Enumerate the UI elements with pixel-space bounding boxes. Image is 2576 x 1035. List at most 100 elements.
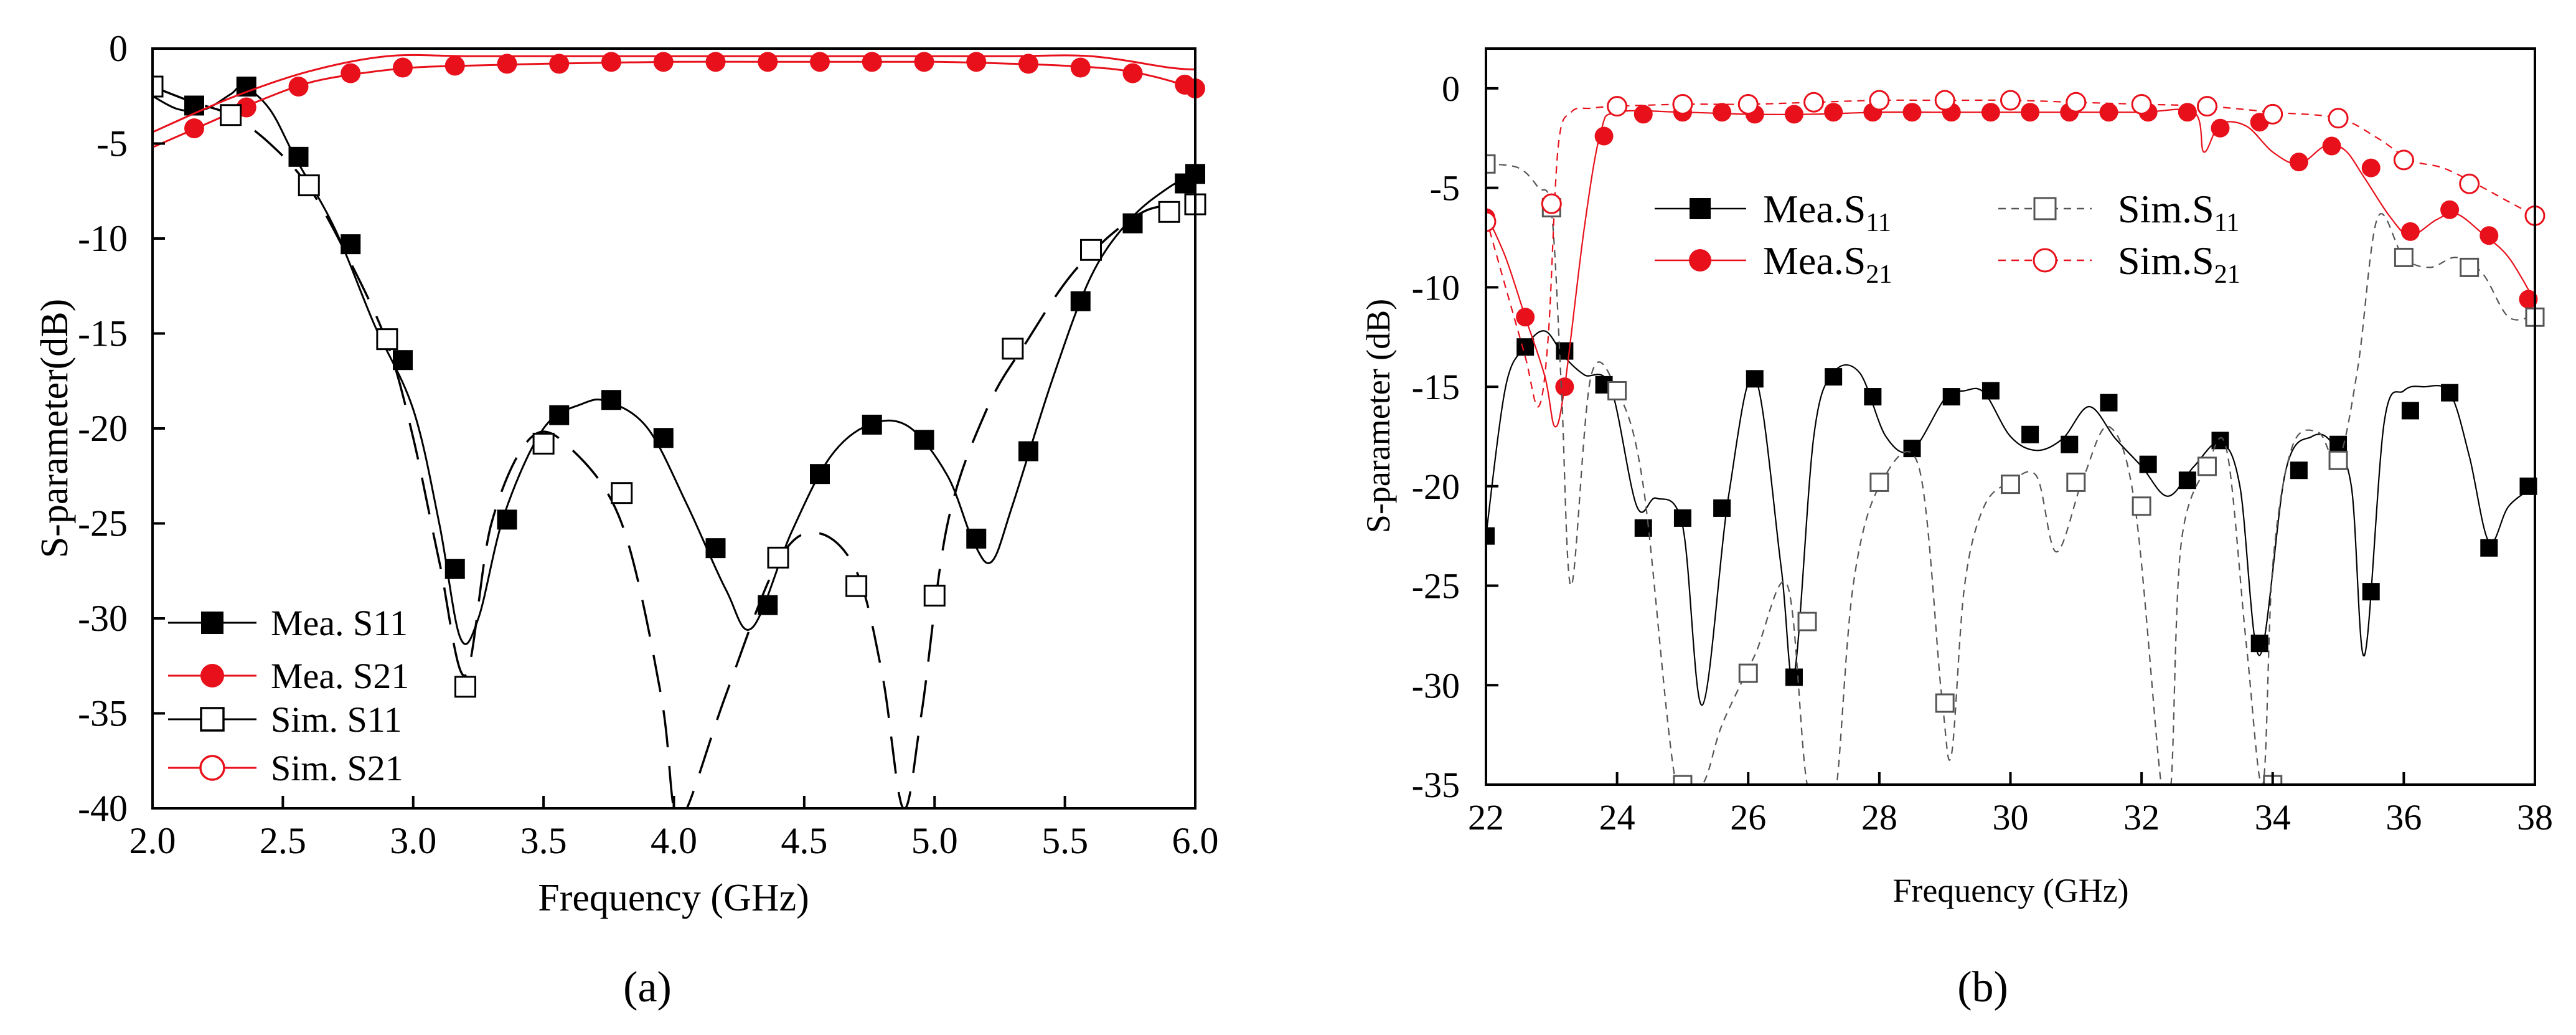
x-tick-label: 2.0 <box>129 820 176 861</box>
panel-b-mea-s21-markers-point <box>2480 226 2499 245</box>
legend-label-mea-s11-b: Mea.S11 <box>1763 187 1891 237</box>
panel-b-mea-s21-markers-point <box>2400 222 2420 241</box>
panel-b-sim-s11-markers-point <box>1935 693 1955 713</box>
legend-entry-mea-s21-b: Mea.S21 <box>1655 239 1892 289</box>
legend-label-mea-s21-b: Mea.S21 <box>1763 239 1892 289</box>
panel-b-sim-s11-markers-point <box>1797 612 1817 631</box>
panel-a-sim-s11-markers-point <box>220 104 242 126</box>
panel-b-mea-s21-markers-point <box>2519 290 2538 309</box>
legend-entry-sim-s11-b: Sim.S11 <box>1998 187 2239 237</box>
panel-a-sim-s11-markers-point <box>298 174 320 197</box>
panel-b-mea-s21-markers-point <box>1981 103 2000 122</box>
panel-b-mea-s21-markers-point <box>1824 103 1843 122</box>
panel-b-mea-s21-markers-point <box>1713 103 1732 122</box>
panel-a-mea-s11-markers-point <box>1018 441 1038 461</box>
legend-label-sim-s21-b: Sim.S21 <box>2118 239 2240 289</box>
y-tick-label: -35 <box>78 693 128 734</box>
x-tick-label: 38 <box>2517 797 2553 838</box>
panel-b-legend: Mea.S11 Mea.S21 Sim.S11 Sim.S21 <box>1655 187 2240 289</box>
panel-b-mea-s11-markers-point <box>1556 342 1574 360</box>
panel-a-mea-s21-markers-point <box>914 52 934 72</box>
panel-a-mea-s21-markers-point <box>705 52 726 72</box>
panel-a-mea-s21-markers-point <box>758 52 778 72</box>
chart-panel-b: 22 24 26 28 30 32 34 36 380-5-10-15-20-25-30-35 … <box>1360 47 2553 1011</box>
panel-b-mea-s21-markers-point <box>1555 377 1574 397</box>
panel-a-sim-s11-markers-point <box>532 432 555 455</box>
panel-b-mea-s11-markers-point <box>1785 668 1803 686</box>
panel-b-mea-s11-markers-point <box>1673 509 1691 527</box>
panel-a-mea-s11-markers-point <box>288 146 309 167</box>
panel-a-mea-s21-markers-point <box>393 57 413 78</box>
panel-b-sim-s21-markers-point <box>2196 96 2217 117</box>
panel-a-mea-s11-markers-point <box>1122 213 1143 234</box>
panel-b-plot-area <box>1486 90 2545 785</box>
panel-a-sim-s11-markers-point <box>1002 338 1024 360</box>
panel-b-mea-s21-markers-point <box>2361 158 2381 177</box>
panel-b-mea-s11-markers-point <box>2441 384 2459 402</box>
legend-entry-mea-s11: Mea. S11 <box>168 603 408 643</box>
panel-b-caption: (b) <box>1957 963 2008 1011</box>
legend-entry-mea-s21: Mea. S21 <box>168 656 409 696</box>
panel-b-mea-s11-markers-point <box>2139 455 2157 473</box>
x-tick-label: 5.5 <box>1041 820 1088 861</box>
panel-a-sim-s11-markers-point <box>153 75 164 98</box>
panel-a-sim-s11-markers-point <box>376 328 398 351</box>
y-tick-label: -15 <box>78 313 128 354</box>
panel-b-sim-s11-markers-point <box>2328 450 2348 470</box>
y-tick-label: -25 <box>1412 566 1460 607</box>
legend-marker-sim-s21 <box>199 755 225 781</box>
x-tick-label: 24 <box>1599 797 1635 838</box>
panel-b-mea-s11-markers-point <box>2480 539 2498 557</box>
legend-entry-mea-s11-b: Mea.S11 <box>1655 187 1891 237</box>
panel-a-xlabel: Frequency (GHz) <box>538 877 809 919</box>
panel-b-mea-s11-markers-point <box>1903 440 1921 458</box>
panel-b-sim-s11-markers-point <box>1486 154 1496 174</box>
panel-a-mea-s11-markers-point <box>444 559 465 579</box>
panel-a-mea-s11-markers-point <box>497 509 517 530</box>
panel-b-ticks: 22 24 26 28 30 32 34 36 38 0 -5 -10 -15 -20 -25 -30 -35 <box>1412 69 2553 838</box>
legend-label-sim-s11: Sim. S11 <box>271 699 402 740</box>
panel-a-sim-s11-markers-point <box>1080 239 1102 261</box>
panel-b-mea-s21-markers-point <box>1634 105 1653 124</box>
panel-a-mea-s21-markers-point <box>549 54 570 74</box>
legend-marker-mea-s11-b <box>1690 198 1711 219</box>
panel-b-sim-s11-markers-point <box>1869 472 1889 492</box>
panel-a-mea-s11-markers-point <box>914 430 934 450</box>
panel-b-mea-s11-markers-point <box>2100 394 2118 412</box>
panel-b-mea-s21-markers-point <box>2178 103 2197 122</box>
panel-a-mea-s11-line <box>153 85 1196 645</box>
panel-b-sim-s21-markers-point <box>1737 93 1759 115</box>
panel-a-sim-s11-markers-point <box>454 676 476 698</box>
panel-a-caption: (a) <box>623 963 672 1011</box>
x-tick-label: 3.0 <box>390 820 436 861</box>
panel-a-mea-s11-markers-point <box>653 428 674 448</box>
panel-b-mea-s11-markers-point <box>1746 370 1764 388</box>
legend-marker-mea-s21-b <box>1689 249 1711 272</box>
y-tick-label: -30 <box>1412 665 1460 706</box>
y-tick-label: -40 <box>78 788 128 829</box>
panel-a-mea-s11-markers-point <box>393 350 413 371</box>
x-tick-label: 30 <box>1993 797 2029 838</box>
panel-a-mea-s11-markers-point <box>236 77 256 97</box>
legend-entry-sim-s21-b: Sim.S21 <box>1998 239 2240 289</box>
panel-b-sim-s21-markers-point <box>1607 96 1628 117</box>
panel-b-mea-s11-markers-point <box>2290 461 2308 480</box>
panel-a-mea-s21-markers-point <box>862 52 882 72</box>
panel-b-mea-s11-markers-point <box>2401 402 2419 420</box>
panel-a-mea-s11-markers-point <box>810 464 830 484</box>
panel-b-mea-s21-markers-point <box>1594 126 1614 146</box>
panel-a-mea-s21-markers-point <box>444 55 465 76</box>
panel-b-mea-s11-markers-point <box>1516 338 1535 356</box>
panel-a-mea-s21-markers-point <box>810 52 830 72</box>
panel-b-sim-s11-markers-point <box>2132 496 2151 516</box>
panel-b-sim-s21-markers-point <box>1541 193 1562 214</box>
legend-label-sim-s11-b: Sim.S11 <box>2118 187 2239 237</box>
y-tick-label: -5 <box>96 123 128 164</box>
y-tick-label: -30 <box>78 598 128 639</box>
panel-b-sim-s21-markers-point <box>1486 211 1497 232</box>
y-tick-label: 0 <box>109 28 128 69</box>
panel-b-sim-s11-markers-point <box>2197 456 2217 476</box>
panel-a-mea-s11-markers-point <box>1070 291 1091 311</box>
x-tick-label: 36 <box>2386 797 2422 838</box>
panel-b-mea-s21-markers-point <box>1902 103 1922 122</box>
